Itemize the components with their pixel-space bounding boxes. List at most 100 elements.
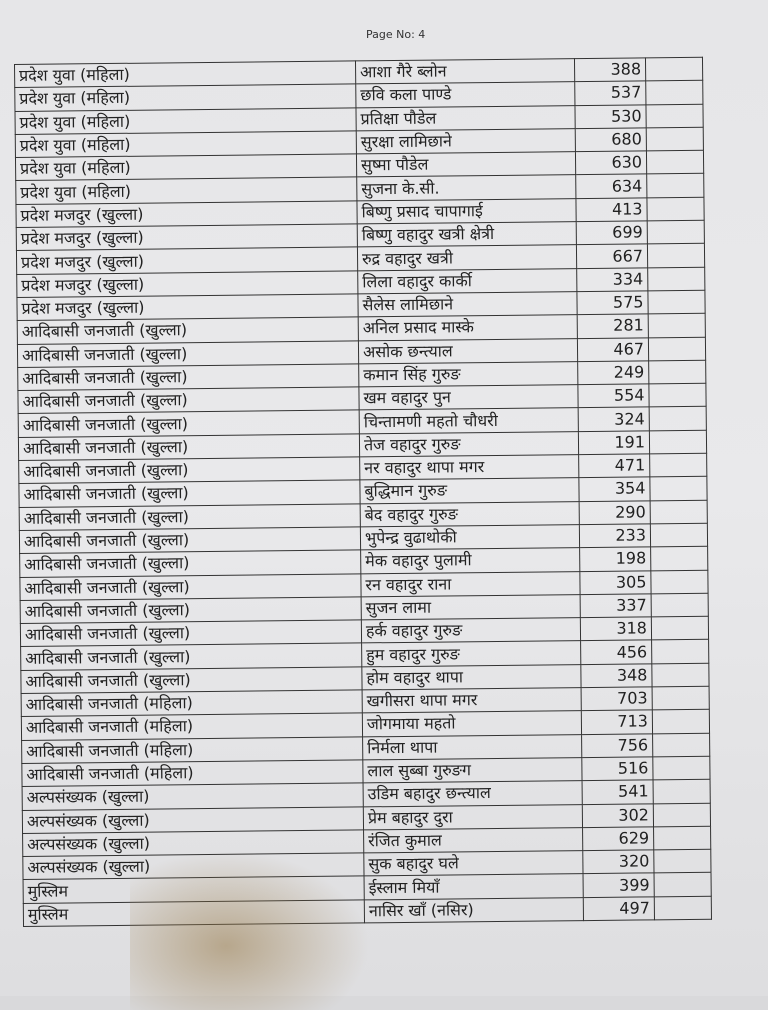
empty-cell [652, 732, 710, 757]
empty-cell [653, 849, 712, 874]
candidate-name-cell: होम वहादुर थापा [361, 664, 582, 690]
empty-cell [646, 127, 704, 152]
votes-cell: 354 [578, 477, 651, 502]
candidate-name-cell: निर्मला थापा [362, 734, 582, 760]
candidate-name-cell: बुद्धिमान गुरुङ [359, 477, 580, 504]
empty-cell [650, 523, 708, 548]
candidate-name-cell: उडिम बहादुर छन्त्याल [363, 780, 583, 807]
empty-cell [654, 895, 712, 920]
candidate-name-cell: प्रेम बहादुर दुरा [363, 804, 583, 830]
candidate-name-cell: सैलेस लामिछाने [357, 291, 578, 318]
candidate-name-cell: बिष्णु प्रसाद चापागाई [356, 198, 577, 224]
candidate-name-cell: चिन्तामणी महतो चौधरी [359, 408, 579, 434]
votes-cell: 467 [577, 337, 649, 362]
empty-cell [646, 197, 705, 221]
empty-cell [645, 80, 703, 105]
empty-cell [646, 173, 704, 198]
votes-cell: 537 [574, 81, 646, 106]
candidate-name-cell: आशा गैरे ब्लोन [355, 58, 575, 85]
candidate-name-cell: बिष्णु वहादुर खत्री क्षेत्री [357, 221, 577, 248]
votes-cell: 249 [577, 360, 649, 385]
votes-cell: 191 [578, 430, 650, 455]
empty-cell [649, 406, 707, 431]
empty-cell [653, 779, 711, 804]
votes-cell: 530 [574, 104, 647, 129]
votes-cell: 302 [582, 803, 654, 828]
empty-cell [653, 826, 711, 850]
empty-cell [648, 383, 707, 408]
candidate-name-cell: सुष्मा पौडेल [356, 151, 576, 178]
candidate-name-cell: प्रतिक्षा पौडेल [355, 105, 576, 131]
votes-cell: 334 [576, 267, 648, 292]
candidate-name-cell: कमान सिंह गुरुङ [358, 361, 578, 388]
empty-cell [647, 243, 705, 268]
candidate-name-cell: तेज वहादुर गुरुङ [359, 431, 579, 457]
votes-cell: 348 [580, 663, 653, 688]
votes-cell: 388 [574, 57, 646, 82]
votes-cell: 320 [582, 849, 655, 874]
empty-cell [648, 360, 706, 385]
votes-cell: 756 [581, 733, 653, 758]
empty-cell [651, 593, 709, 617]
candidate-name-cell: खम वहादुर पुन [358, 384, 579, 411]
votes-cell: 337 [580, 593, 652, 618]
candidate-name-cell: असोक छन्त्याल [358, 338, 578, 364]
votes-cell: 541 [582, 780, 654, 805]
empty-cell [647, 220, 705, 245]
votes-cell: 198 [579, 547, 651, 572]
empty-cell [652, 756, 711, 781]
candidate-name-cell: भुपेन्द्र वुढाथोकी [360, 524, 580, 551]
votes-cell: 703 [581, 686, 653, 711]
candidate-name-cell: रन वहादुर राना [360, 571, 581, 597]
candidate-name-cell: हुम वहादुर गुरुङ [361, 641, 581, 667]
candidate-name-cell: रुद्र वहादुर खत्री [357, 244, 577, 271]
votes-cell: 667 [576, 244, 648, 269]
candidate-name-cell: सुजन लामा [361, 594, 581, 621]
empty-cell [651, 662, 710, 687]
votes-cell: 281 [577, 314, 649, 339]
candidate-name-cell: ईस्लाम मियाँ [364, 873, 584, 900]
candidate-name-cell: हर्क वहादुर गुरुङ [361, 617, 581, 644]
candidate-name-cell: अनिल प्रसाद मास्के [358, 314, 578, 341]
candidate-name-cell: छवि कला पाण्डे [355, 81, 575, 108]
empty-cell [651, 616, 709, 641]
candidate-name-cell: नर वहादुर थापा मगर [359, 454, 579, 481]
empty-cell [652, 686, 710, 711]
votes-cell: 471 [578, 453, 650, 478]
votes-cell: 629 [582, 826, 654, 851]
votes-cell: 699 [576, 220, 648, 245]
votes-cell: 324 [578, 407, 650, 432]
results-table: प्रदेश युवा (महिला) आशा गैरे ब्लोन 388 प्रद… [14, 57, 712, 927]
candidate-name-cell: नासिर खाँ (नसिर) [364, 897, 584, 923]
votes-cell: 516 [581, 756, 654, 781]
votes-cell: 233 [579, 523, 651, 548]
candidate-name-cell: मेक वहादुर पुलामी [360, 547, 580, 574]
empty-cell [653, 802, 711, 827]
votes-cell: 318 [580, 616, 652, 642]
empty-cell [651, 639, 709, 664]
votes-cell: 630 [575, 151, 647, 176]
empty-cell [645, 57, 703, 82]
empty-cell [654, 872, 712, 897]
empty-cell [649, 430, 707, 454]
candidate-name-cell: रंजित कुमाल [363, 827, 583, 853]
votes-cell: 713 [581, 710, 653, 735]
page-number: Page No: 4 [366, 28, 426, 41]
votes-cell: 634 [575, 174, 647, 199]
empty-cell [645, 103, 704, 128]
votes-cell: 305 [579, 570, 652, 595]
empty-cell [647, 290, 706, 315]
candidate-name-cell: सुजना के.सी. [356, 175, 576, 201]
votes-cell: 554 [577, 384, 650, 409]
empty-cell [650, 499, 708, 524]
empty-cell [648, 336, 706, 361]
empty-cell [650, 569, 709, 594]
votes-cell: 399 [583, 873, 655, 898]
candidate-name-cell: खगीसरा थापा मगर [362, 687, 582, 714]
candidate-name-cell: लिला वहादुर कार्की [357, 268, 577, 294]
candidate-name-cell: सुक बहादुर घले [363, 850, 584, 877]
candidate-name-cell: जोगमाया महतो [362, 710, 582, 737]
votes-cell: 575 [576, 290, 649, 315]
empty-cell [647, 266, 705, 291]
